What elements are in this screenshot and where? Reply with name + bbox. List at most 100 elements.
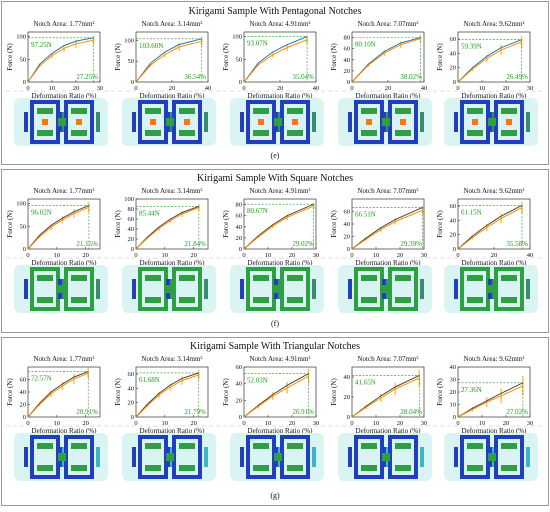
x-tick-label: 0	[26, 252, 29, 259]
series-line-2	[243, 205, 314, 250]
x-tick-label: 0	[456, 252, 459, 259]
y-tick-label: 20	[344, 234, 351, 241]
x-tick-label: 10	[49, 85, 56, 92]
chart-5: Notch Area: 9.62mm² 0 10 20 30 0 20 40 60 Deforma…	[436, 20, 533, 100]
fem-notch	[253, 297, 269, 303]
y-tick-label: 40	[450, 50, 457, 57]
chart-11: Notch Area: 1.77mm² 0 10 20 0 20 40 60 Deformati…	[6, 355, 101, 435]
fem-notch	[253, 443, 269, 449]
y-tick-label: 0	[131, 414, 134, 421]
fem-notch	[361, 443, 377, 449]
fem-simulation-7	[122, 265, 216, 313]
x-tick-label: 0	[350, 252, 353, 259]
fem-notch	[37, 275, 53, 281]
fem-notch	[179, 443, 195, 449]
peak-force-label: 61.15N	[461, 208, 482, 216]
fem-notch	[501, 465, 517, 471]
x-axis-label: Deformation Ratio (%)	[248, 427, 314, 435]
x-axis-label: Deformation Ratio (%)	[356, 427, 422, 435]
fem-notch	[501, 443, 517, 449]
fem-notch	[467, 130, 483, 136]
y-tick-label: 40	[344, 221, 351, 228]
y-tick-label: 0	[453, 79, 456, 86]
peak-force-label: 41.65N	[355, 378, 376, 386]
y-axis-label: Force (N)	[6, 378, 14, 406]
y-axis-label: Force (N)	[222, 43, 230, 71]
fem-notch	[179, 108, 195, 114]
peak-ratio-label: 21.79%	[184, 408, 206, 416]
series-line-2	[135, 40, 202, 83]
y-tick-label: 40	[20, 389, 27, 396]
x-axis-label: Deformation Ratio (%)	[140, 427, 206, 435]
fem-link	[382, 285, 390, 293]
peak-force-label: 93.07N	[247, 40, 268, 48]
notch-area-label: Notch Area: 3.14mm²	[141, 187, 202, 195]
y-tick-label: 0	[347, 79, 350, 86]
series-line-1	[243, 36, 308, 83]
x-tick-label: 20	[503, 85, 510, 92]
fem-stress-hotspot	[150, 119, 156, 125]
fem-link	[58, 118, 66, 126]
y-axis-label: Force (N)	[6, 210, 14, 238]
peak-force-label: 80.10N	[355, 41, 376, 49]
y-tick-label: 80	[344, 35, 351, 42]
chart-3: Notch Area: 4.91mm² 0 20 40 0 50 100 Deformatio…	[222, 20, 319, 100]
peak-ratio-label: 21.84%	[184, 240, 206, 248]
y-tick-label: 30	[450, 377, 457, 384]
notch-area-label: Notch Area: 1.77mm²	[33, 20, 94, 28]
y-tick-label: 40	[344, 374, 351, 381]
peak-force-label: 85.44N	[139, 209, 160, 217]
peak-force-label: 96.02N	[31, 208, 52, 216]
series-line-2	[243, 375, 309, 418]
y-tick-label: 50	[236, 56, 243, 63]
x-tick-label: 10	[265, 252, 272, 259]
series-line-1	[351, 206, 423, 250]
series-line-2	[135, 374, 199, 418]
fem-notch	[501, 108, 517, 114]
y-tick-label: 50	[128, 58, 135, 65]
fem-link	[382, 118, 390, 126]
peak-force-label: 97.25N	[31, 41, 52, 49]
x-tick-label: 10	[479, 420, 486, 427]
fem-link	[166, 285, 174, 293]
fem-notch	[179, 465, 195, 471]
y-tick-label: 40	[236, 381, 243, 388]
x-tick-label: 20	[289, 420, 296, 427]
x-tick-label: 0	[350, 420, 353, 427]
fem-link	[166, 453, 174, 461]
fem-notch	[71, 130, 87, 136]
fem-notch	[71, 465, 87, 471]
y-tick-label: 20	[236, 397, 243, 404]
fem-link	[488, 118, 496, 126]
fem-notch	[395, 443, 411, 449]
x-tick-label: 40	[421, 85, 428, 92]
x-tick-label: 20	[503, 420, 510, 427]
fem-stress-hotspot	[184, 119, 190, 125]
x-tick-label: 20	[277, 85, 284, 92]
y-tick-label: 0	[23, 79, 26, 86]
series-line-1	[27, 37, 94, 83]
peak-ratio-label: 35.04%	[292, 73, 314, 81]
chart-1: Notch Area: 1.77mm² 0 10 20 30 0 50 100 Deformat…	[6, 20, 103, 100]
series-line-2	[243, 39, 308, 83]
fem-notch	[179, 275, 195, 281]
fem-notch	[361, 297, 377, 303]
plot-area	[135, 198, 209, 250]
series-line-1	[243, 203, 314, 250]
x-tick-label: 20	[169, 85, 176, 92]
fem-notch	[467, 443, 483, 449]
peak-ratio-label: 21.15%	[76, 240, 98, 248]
series-line-1	[457, 204, 523, 250]
x-tick-label: 30	[97, 85, 104, 92]
peak-force-label: 66.51N	[355, 210, 376, 218]
y-tick-label: 20	[344, 394, 351, 401]
y-tick-label: 0	[23, 246, 26, 253]
fem-link	[274, 453, 282, 461]
y-tick-label: 0	[131, 79, 134, 86]
fem-link	[488, 453, 496, 461]
fem-simulation-1	[14, 98, 108, 146]
peak-ratio-label: 27.02%	[506, 408, 528, 416]
fem-notch	[467, 465, 483, 471]
